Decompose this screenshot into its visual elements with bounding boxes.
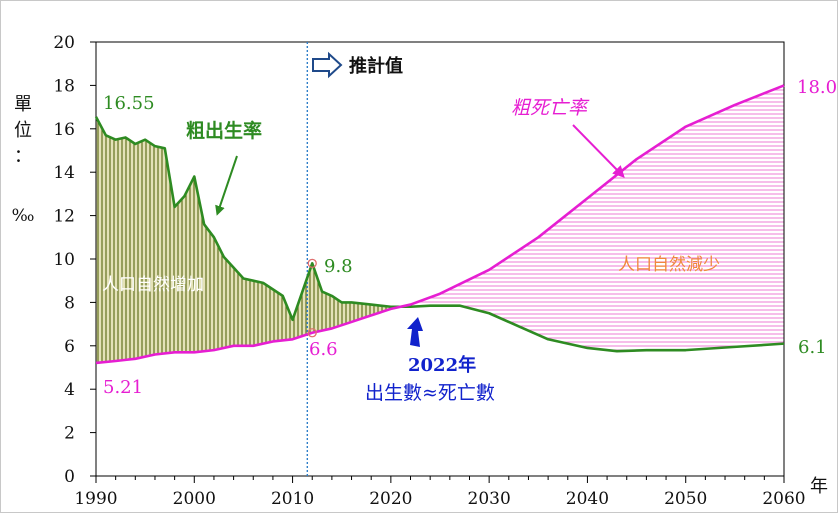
x-tick-label: 2010	[271, 489, 314, 509]
y-tick-label: 4	[64, 380, 75, 400]
up-arrow-icon	[407, 317, 423, 347]
birth-2012-marker	[307, 258, 317, 268]
y-tick-label: 14	[53, 163, 75, 183]
label-birth-end: 6.1	[798, 337, 827, 358]
label-death-start: 5.21	[103, 377, 143, 398]
natural-increase-area	[96, 116, 401, 363]
y-tick-label: 6	[64, 337, 75, 357]
ylabel-char: 單	[14, 94, 32, 115]
series-lines	[94, 84, 785, 365]
crossover-text: 出生數≈死亡數	[365, 382, 495, 404]
y-tick-label: 2	[64, 424, 75, 444]
xlabel: 年	[810, 476, 828, 497]
right-arrow-icon	[312, 51, 343, 79]
birth-rate-line	[94, 116, 785, 353]
x-tick-label: 2040	[566, 489, 609, 509]
x-tick-label: 2020	[369, 489, 412, 509]
x-tick-label: 2000	[173, 489, 216, 509]
death-rate-label: 粗死亡率	[511, 97, 590, 119]
x-tick-label: 2060	[762, 489, 805, 509]
birth-rate-label: 粗出生率	[186, 119, 262, 142]
y-tick-label: 8	[64, 293, 75, 313]
y-tick-label: 16	[53, 120, 75, 140]
label-birth-2012: 9.8	[324, 256, 353, 277]
birth-rate-pointer-arrow	[215, 155, 238, 216]
ylabel-char: ‰	[12, 206, 35, 226]
label-birth-start: 16.55	[103, 93, 155, 114]
crossover-year: 2022年	[408, 354, 476, 376]
y-tick-label: 20	[53, 33, 75, 53]
label-death-2012: 6.6	[309, 339, 338, 360]
x-tick-label: 1990	[74, 489, 117, 509]
y-tick-label: 12	[53, 207, 75, 227]
natural-increase-label: 人口自然增加	[102, 275, 204, 295]
x-tick-label: 2030	[468, 489, 511, 509]
projection-label: 推計值	[349, 55, 403, 77]
natural-decrease-label: 人口自然減少	[618, 255, 720, 275]
x-tick-label: 2050	[664, 489, 707, 509]
y-tick-label: 0	[64, 467, 75, 487]
y-tick-label: 10	[53, 250, 75, 270]
axes: 0 2 4 6 8 10 12 14 16 18 20 1990 2000 2010 2020 2030 204…	[53, 33, 805, 509]
fill-areas	[96, 85, 784, 363]
natural-decrease-area	[400, 85, 784, 352]
death-2012-marker	[307, 328, 317, 338]
label-death-end: 18.0	[797, 77, 837, 98]
y-tick-label: 18	[53, 76, 75, 96]
death-rate-pointer-arrow	[572, 124, 625, 178]
ylabel-char: ：	[14, 146, 32, 167]
death-rate-line	[95, 84, 785, 365]
ylabel-char: 位	[14, 120, 32, 141]
